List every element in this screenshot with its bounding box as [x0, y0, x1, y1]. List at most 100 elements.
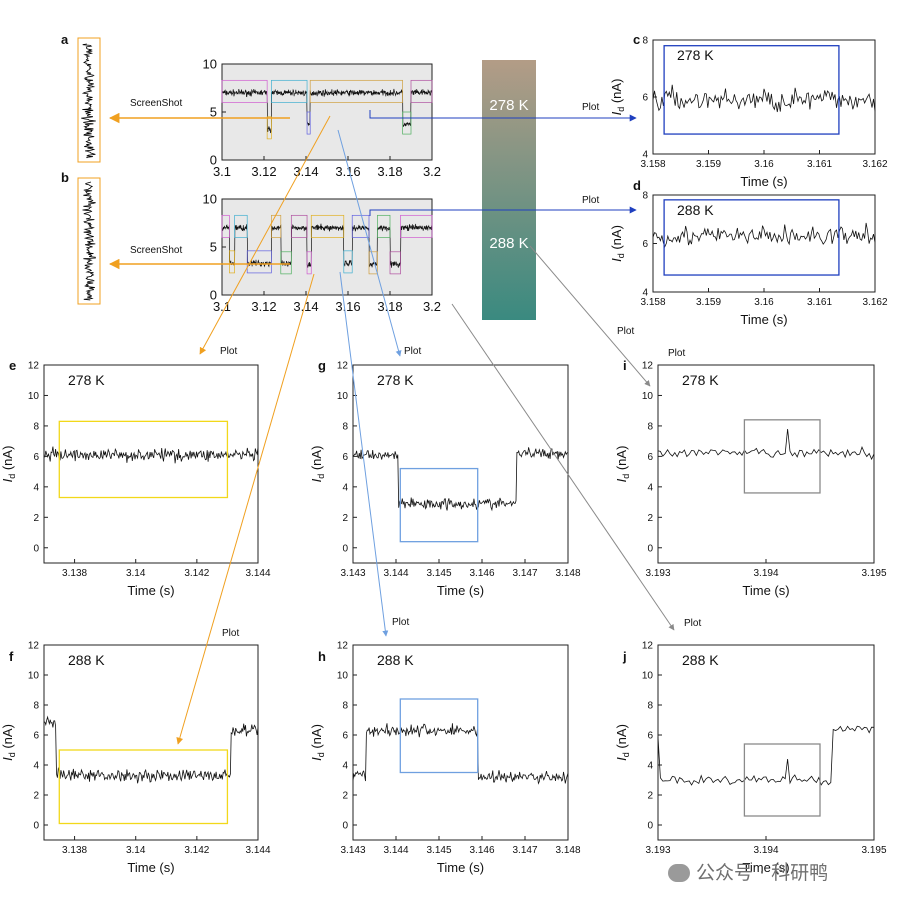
panel-letter-b: b: [61, 170, 69, 185]
x-tick-label: 3.159: [696, 297, 721, 308]
segment-box: [221, 214, 230, 238]
y-tick-label: 6: [647, 731, 653, 742]
x-tick-label: 3.16: [335, 164, 360, 179]
screenshot-thumb-b-trace: [82, 181, 96, 301]
x-tick-label: 3.142: [184, 845, 209, 856]
panel-letter-j: j: [622, 649, 627, 664]
temperature-label: 288 K: [682, 652, 719, 668]
highlight-box: [399, 467, 479, 543]
temperature-label: 278 K: [68, 372, 105, 388]
data-trace: [221, 88, 433, 134]
y-tick-label: 8: [642, 191, 648, 202]
segment-box: [280, 251, 292, 275]
x-tick-label: 3.1: [213, 299, 231, 314]
highlight-box: [663, 199, 840, 276]
y-tick-label: 4: [342, 482, 348, 493]
y-axis-label: Id (nA): [609, 79, 626, 116]
x-tick-label: 3.195: [861, 845, 886, 856]
x-tick-label: 3.142: [184, 568, 209, 579]
x-tick-label: 3.194: [753, 568, 778, 579]
x-axis-label: Time (s): [127, 583, 174, 598]
x-tick-label: 3.193: [645, 568, 670, 579]
label-plot-c: Plot: [582, 102, 599, 113]
y-tick-label: 6: [342, 452, 348, 463]
x-tick-label: 3.14: [293, 164, 318, 179]
segment-box: [306, 251, 312, 275]
y-tick-label: 10: [28, 391, 40, 402]
arrow-plot-g: [337, 129, 402, 357]
x-tick-label: 3.147: [512, 568, 537, 579]
x-tick-label: 3.194: [753, 845, 778, 856]
y-tick-label: 6: [642, 93, 648, 104]
y-tick-label: 2: [342, 791, 348, 802]
label-plot-f: Plot: [222, 628, 239, 639]
label-plot-g: Plot: [404, 346, 421, 357]
y-tick-label: 12: [337, 641, 349, 652]
x-tick-label: 3.147: [512, 845, 537, 856]
y-tick-label: 4: [642, 288, 648, 299]
x-tick-label: 3.144: [383, 845, 408, 856]
y-tick-label: 12: [28, 361, 40, 372]
x-tick-label: 3.18: [377, 299, 402, 314]
panel-letter-i: i: [623, 358, 627, 373]
x-tick-label: 3.143: [340, 845, 365, 856]
y-tick-label: 6: [33, 731, 39, 742]
y-tick-label: 6: [642, 239, 648, 250]
label-screenshot-b: ScreenShot: [130, 245, 182, 256]
y-tick-label: 8: [342, 701, 348, 712]
y-tick-label: 2: [647, 513, 653, 524]
y-tick-label: 8: [33, 421, 39, 432]
x-tick-label: 3.162: [862, 297, 887, 308]
data-trace: [652, 222, 876, 248]
x-tick-label: 3.148: [555, 845, 580, 856]
chart-f: 3.138 3.14 3.142 3.144 0 2 4 6 8 10 12 288 K Time (s…: [0, 641, 271, 876]
plot-frame: [657, 644, 875, 841]
panel-letter-h: h: [318, 649, 326, 664]
plot-frame: [652, 194, 876, 293]
y-tick-label: 0: [33, 821, 39, 832]
x-tick-label: 3.2: [423, 299, 441, 314]
segment-box: [368, 251, 378, 275]
y-tick-label: 8: [647, 421, 653, 432]
x-tick-label: 3.16: [754, 297, 774, 308]
y-tick-label: 0: [342, 821, 348, 832]
segment-box: [271, 79, 308, 103]
x-tick-label: 3.144: [245, 568, 270, 579]
segment-box: [229, 250, 235, 274]
segment-box: [310, 214, 345, 238]
arrow-plot-i: [529, 245, 651, 387]
plot-frame: [43, 364, 259, 564]
y-tick-label: 10: [203, 57, 217, 72]
x-tick-label: 3.16: [754, 159, 774, 170]
chart-g: 3.143 3.144 3.145 3.146 3.147 3.148 0 2 4 6 8 10 12 2…: [309, 361, 581, 599]
panel-letter-e: e: [9, 358, 16, 373]
segment-box: [234, 214, 248, 238]
x-axis-label: Time (s): [740, 312, 787, 327]
plot-frame: [221, 63, 433, 161]
x-axis-label: Time (s): [742, 860, 789, 875]
x-tick-label: 3.1: [213, 164, 231, 179]
y-axis-label: Id (nA): [309, 724, 326, 761]
x-tick-label: 3.144: [245, 845, 270, 856]
label-plot-i: Plot: [668, 348, 685, 359]
label-plot-d: Plot: [582, 195, 599, 206]
y-tick-label: 12: [642, 361, 654, 372]
y-axis-label: Id (nA): [614, 446, 631, 483]
arrow-plot-c: [369, 110, 637, 122]
temperature-label-278: 278 K: [489, 97, 528, 114]
segment-box: [306, 111, 311, 135]
label-plot-j: Plot: [684, 618, 701, 629]
highlight-box: [58, 749, 229, 825]
y-tick-label: 2: [33, 513, 39, 524]
segment-box: [290, 214, 308, 238]
y-tick-label: 12: [28, 641, 40, 652]
screenshot-thumb-a-trace: [81, 43, 96, 159]
plot-frame: [652, 39, 876, 155]
temperature-label: 278 K: [677, 47, 714, 63]
x-tick-label: 3.16: [335, 299, 360, 314]
x-tick-label: 3.158: [640, 159, 665, 170]
y-tick-label: 4: [647, 761, 653, 772]
segment-box: [410, 79, 433, 103]
label-screenshot-a: ScreenShot: [130, 98, 182, 109]
x-tick-label: 3.14: [293, 299, 318, 314]
